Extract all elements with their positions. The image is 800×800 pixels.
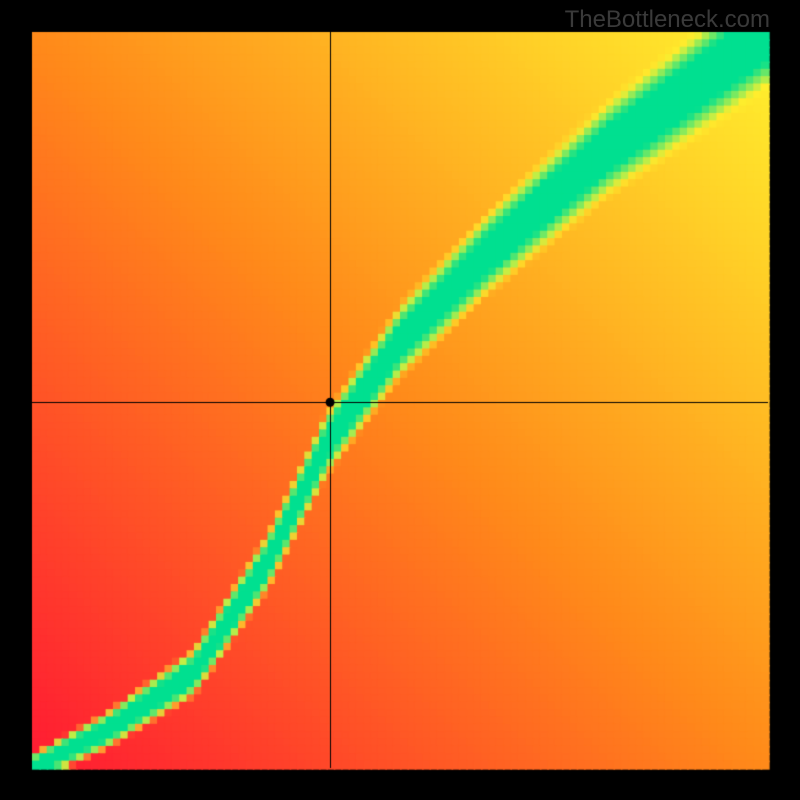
bottleneck-heatmap <box>0 0 800 800</box>
chart-container: TheBottleneck.com <box>0 0 800 800</box>
watermark-text: TheBottleneck.com <box>565 6 770 34</box>
